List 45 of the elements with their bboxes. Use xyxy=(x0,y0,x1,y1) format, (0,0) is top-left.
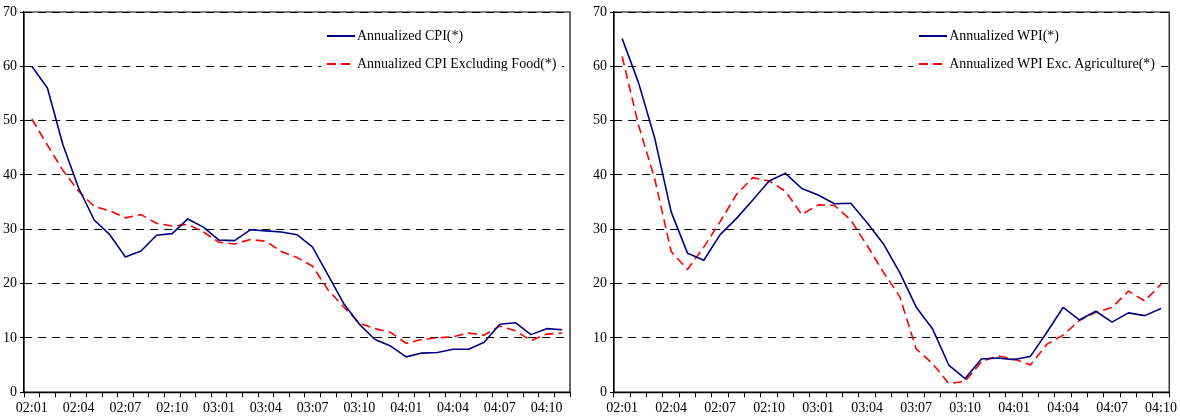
legend-label: Annualized WPI(*) xyxy=(949,27,1059,45)
y-tick-label: 30 xyxy=(593,220,607,236)
y-tick-label: 20 xyxy=(3,275,17,291)
y-tick-label: 60 xyxy=(593,57,607,73)
y-tick-label: 60 xyxy=(3,57,17,73)
x-tick-label: 03:04 xyxy=(851,400,884,416)
x-tick-label: 03:10 xyxy=(949,400,982,416)
x-tick-label: 02:07 xyxy=(704,400,737,416)
x-tick-label: 04:10 xyxy=(530,400,563,416)
legend-label: Annualized CPI(*) xyxy=(357,27,464,45)
y-tick-label: 10 xyxy=(593,329,607,345)
y-tick-label: 0 xyxy=(600,383,607,399)
x-tick-label: 03:07 xyxy=(900,400,933,416)
legend-label: Annualized WPI Exc. Agriculture(*) xyxy=(949,55,1156,73)
y-tick-label: 50 xyxy=(3,112,17,128)
x-tick-label: 03:04 xyxy=(249,400,282,416)
x-tick-label: 04:01 xyxy=(998,400,1031,416)
x-tick-label: 04:04 xyxy=(437,400,469,416)
x-tick-label: 02:04 xyxy=(62,400,95,416)
x-tick-label: 03:07 xyxy=(296,400,329,416)
x-tick-label: 02:01 xyxy=(606,400,639,416)
y-tick-label: 30 xyxy=(3,220,17,236)
y-tick-label: 40 xyxy=(593,166,607,182)
x-tick-label: 04:01 xyxy=(390,400,423,416)
x-tick-label: 02:01 xyxy=(15,400,48,416)
y-tick-label: 0 xyxy=(10,383,17,399)
x-tick-label: 03:10 xyxy=(343,400,376,416)
x-tick-label: 04:10 xyxy=(1145,400,1177,416)
y-tick-label: 20 xyxy=(593,275,607,291)
y-tick-label: 50 xyxy=(593,112,607,128)
x-tick-label: 02:10 xyxy=(156,400,189,416)
y-tick-label: 40 xyxy=(3,166,17,182)
y-tick-label: 70 xyxy=(3,3,17,19)
x-tick-label: 04:04 xyxy=(1047,400,1080,416)
x-tick-label: 02:10 xyxy=(753,400,786,416)
x-tick-label: 04:07 xyxy=(483,400,516,416)
x-tick-label: 03:01 xyxy=(802,400,835,416)
y-tick-label: 70 xyxy=(593,3,607,19)
x-tick-label: 04:07 xyxy=(1096,400,1129,416)
legend-label: Annualized CPI Excluding Food(*) xyxy=(357,55,557,73)
x-tick-label: 02:04 xyxy=(655,400,688,416)
x-tick-label: 02:07 xyxy=(109,400,142,416)
line-series xyxy=(31,118,563,345)
x-tick-label: 03:01 xyxy=(203,400,235,416)
y-tick-label: 10 xyxy=(3,329,17,345)
